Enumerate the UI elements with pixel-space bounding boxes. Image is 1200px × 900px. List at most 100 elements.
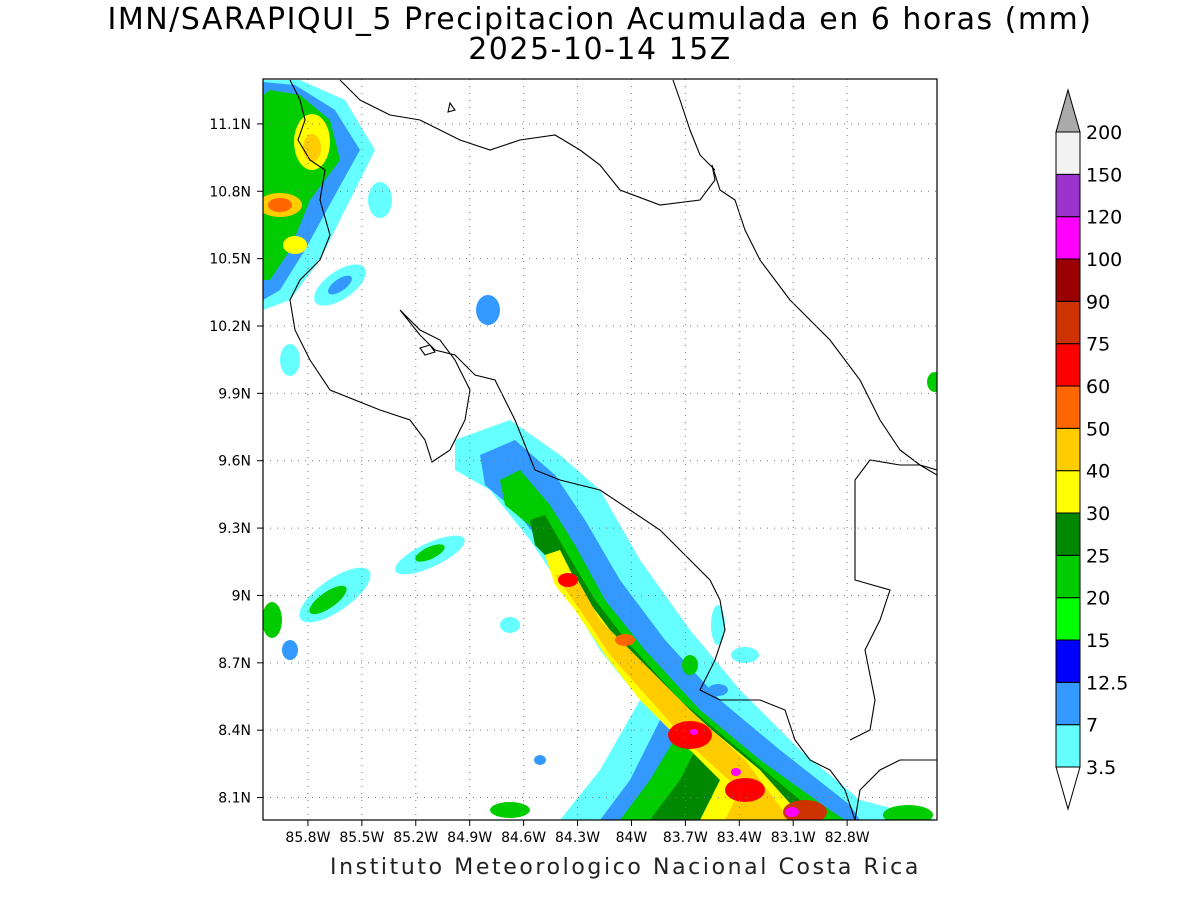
lat-tick-label: 10.8N — [209, 184, 251, 200]
colorbar-swatch — [1055, 512, 1081, 556]
rain-cell — [500, 617, 520, 633]
plot-frame — [262, 78, 938, 821]
rain-peak-2 — [785, 807, 799, 817]
rain-cell — [534, 755, 546, 765]
rain-core-5 — [615, 634, 635, 646]
lat-tick-label: 9N — [232, 588, 251, 604]
lat-tick-label: 10.2N — [209, 319, 251, 335]
lon-tick-label: 85.2W — [393, 830, 438, 846]
lat-tick-label: 9.3N — [218, 521, 251, 537]
graticule — [263, 79, 937, 820]
rain-cell — [682, 655, 698, 675]
lon-tick-label: 82.8W — [825, 830, 870, 846]
latitude-labels: 11.1N 10.8N 10.5N 10.2N 9.9N 9.6N 9.3N 9N 8.7N 8.… — [209, 117, 263, 807]
rain-cell — [309, 585, 347, 615]
island — [419, 344, 436, 356]
rain-cell — [731, 647, 759, 663]
lat-tick-label: 9.9N — [218, 386, 251, 402]
rain-peak-3 — [690, 729, 698, 735]
colorbar-label: 12.5 — [1086, 672, 1128, 694]
colorbar-label: 40 — [1086, 461, 1110, 483]
colorbar-swatch — [1055, 597, 1081, 641]
rain-core-4 — [558, 573, 578, 587]
colorbar-swatch — [1055, 639, 1081, 683]
lon-tick-label: 85.8W — [285, 830, 330, 846]
island — [447, 101, 456, 113]
colorbar-label: 120 — [1086, 207, 1122, 229]
colorbar-swatch — [1055, 724, 1081, 768]
lon-tick-label: 83.1W — [771, 830, 816, 846]
lon-tick-label: 84.3W — [555, 830, 600, 846]
lat-tick-label: 8.1N — [218, 791, 251, 807]
colorbar-swatch — [1055, 173, 1081, 218]
colorbar-max-arrow — [1055, 88, 1081, 133]
rain-core-2 — [725, 778, 765, 802]
rain-band-30 — [530, 515, 820, 820]
colorbar: 3.5 7 12.5 15 20 25 30 40 50 60 75 90 100 120 150 200 — [1055, 88, 1128, 811]
precipitation-field — [263, 80, 937, 820]
colorbar-swatch — [1055, 681, 1081, 726]
rain-cell — [368, 182, 392, 218]
rain-cell — [476, 295, 500, 325]
lon-tick-label: 84W — [616, 830, 648, 846]
colorbar-label: 60 — [1086, 376, 1110, 398]
rain-cell — [282, 640, 298, 660]
map-title: IMN/SARAPIQUI_5 Precipitacion Acumulada … — [107, 2, 1093, 37]
colorbar-swatch — [1055, 554, 1081, 599]
rain-cell — [927, 372, 937, 392]
rain-core-1 — [668, 721, 712, 749]
lon-tick-label: 84.6W — [501, 830, 546, 846]
colorbar-label: 20 — [1086, 588, 1110, 610]
rain-cell — [280, 344, 300, 376]
lat-tick-label: 8.4N — [218, 723, 251, 739]
colorbar-label: 30 — [1086, 503, 1110, 525]
colorbar-label: 50 — [1086, 418, 1110, 440]
lat-tick-label: 9.6N — [218, 454, 251, 470]
rain-cell — [263, 602, 282, 638]
colorbar-swatch — [1055, 427, 1081, 472]
rain-band-12 — [480, 440, 860, 820]
colorbar-label: 15 — [1086, 630, 1110, 652]
coastlines — [289, 79, 937, 820]
longitude-labels: 85.8W 85.5W 85.2W 84.9W 84.6W 84.3W 84W 83.7W 83… — [285, 820, 870, 846]
lat-tick-label: 8.7N — [218, 656, 251, 672]
border-panama — [849, 459, 937, 741]
lon-tick-label: 83.7W — [663, 830, 708, 846]
colorbar-swatch — [1055, 131, 1081, 175]
rain-cell — [708, 684, 728, 696]
colorbar-label: 90 — [1086, 291, 1110, 313]
colorbar-swatch — [1055, 385, 1081, 429]
colorbar-label: 7 — [1086, 715, 1098, 737]
colorbar-label: 200 — [1086, 122, 1122, 144]
rain-nw-core-2 — [303, 134, 321, 162]
colorbar-swatch — [1055, 470, 1081, 514]
colorbar-swatch — [1055, 258, 1081, 302]
rain-nw-core-4 — [268, 198, 292, 212]
colorbar-label: 75 — [1086, 334, 1110, 356]
rain-band-50 — [555, 575, 790, 820]
rain-cell — [883, 805, 933, 820]
rain-nw-core-5 — [283, 236, 307, 254]
coastline — [289, 79, 856, 820]
colorbar-swatch — [1055, 300, 1081, 345]
lat-tick-label: 10.5N — [209, 252, 251, 268]
coastline-nicaragua-border — [339, 79, 937, 476]
lon-tick-label: 84.9W — [447, 830, 492, 846]
lon-tick-label: 83.4W — [717, 830, 762, 846]
colorbar-label: 150 — [1086, 164, 1122, 186]
rain-cell — [711, 605, 725, 645]
rain-cell — [328, 275, 352, 295]
colorbar-swatch — [1055, 216, 1081, 260]
credit-footer: Instituto Meteorologico Nacional Costa R… — [330, 855, 921, 880]
colorbar-min-arrow — [1055, 766, 1081, 811]
colorbar-label: 100 — [1086, 249, 1122, 271]
rain-cell — [490, 802, 530, 818]
colorbar-label: 3.5 — [1086, 757, 1116, 779]
rain-band-20 — [500, 470, 845, 820]
lat-tick-label: 11.1N — [209, 117, 251, 133]
colorbar-label: 25 — [1086, 545, 1110, 567]
coastline-east — [672, 79, 716, 171]
rain-peak-1 — [731, 768, 741, 776]
coastline-panama — [854, 759, 937, 820]
